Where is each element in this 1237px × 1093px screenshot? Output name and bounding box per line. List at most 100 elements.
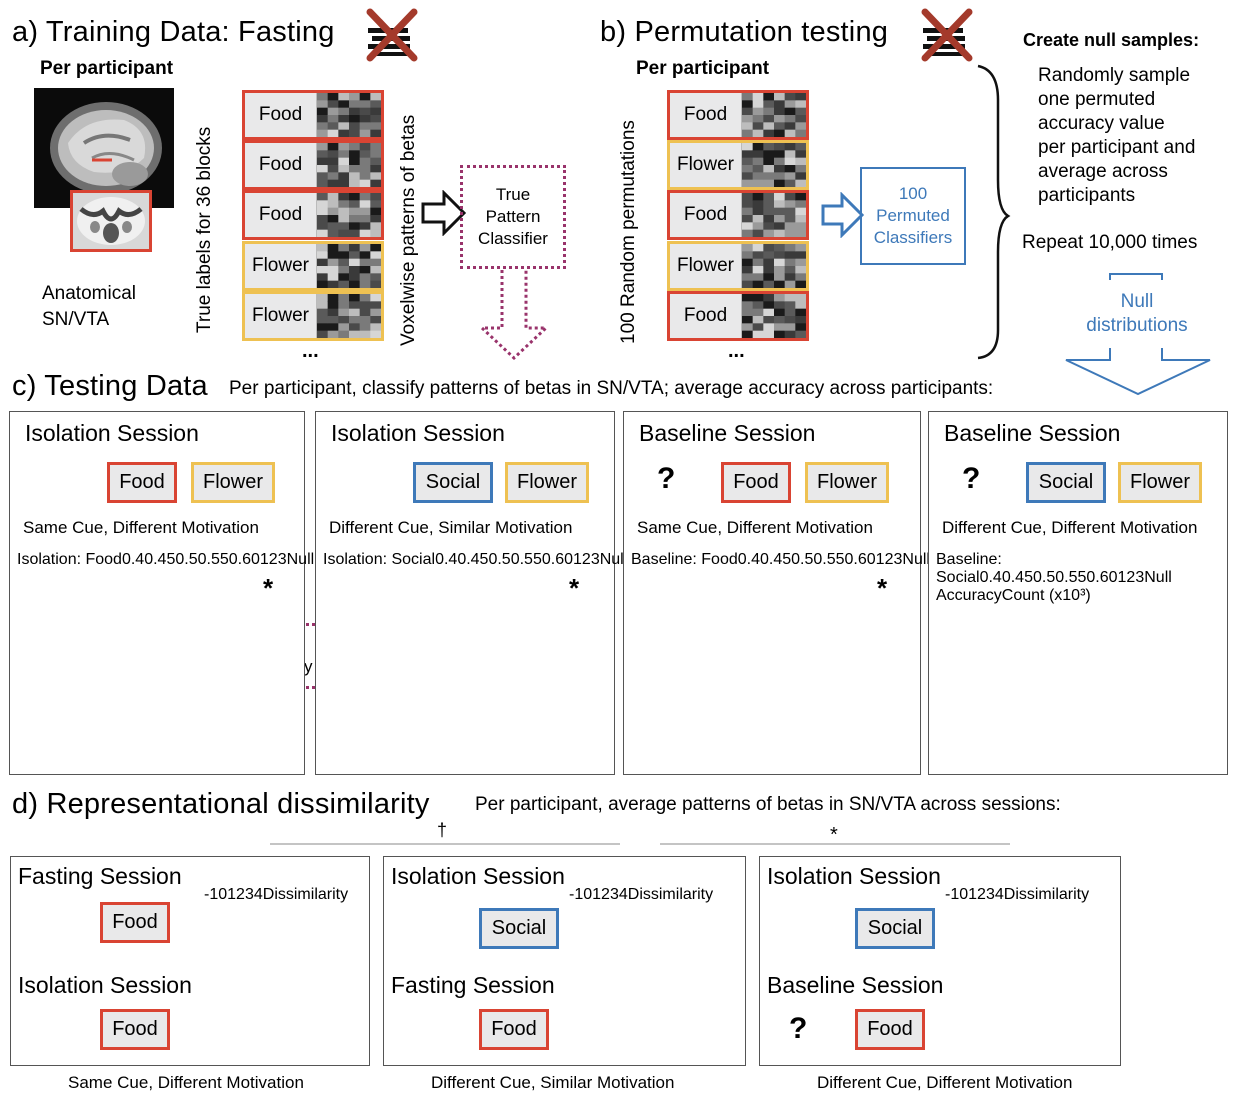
row-label: Food <box>670 293 742 338</box>
no-food-icon <box>366 8 418 62</box>
ellipsis: ... <box>728 340 745 362</box>
true-accuracy-line: 0.40.450.50.550.60123Null AccuracyCount … <box>936 569 1172 604</box>
histogram-bar: 0.40.450.50.550.60123Null AccuracyCount … <box>936 569 1172 604</box>
dissimilarity-violin-plot: -101234Dissimilarity <box>569 886 713 904</box>
y-tick-label: 1 <box>968 886 978 903</box>
y-tick-label: -1 <box>569 886 584 903</box>
dissimilarity-violin-plot: -101234Dissimilarity <box>204 886 348 904</box>
beta-pattern-image <box>742 293 807 339</box>
y-tick-label: 1 <box>573 551 582 568</box>
row-label: Flower <box>245 293 317 338</box>
histogram-bar: 0.40.450.50.550.60123Null AccuracyCount … <box>936 569 1172 604</box>
histogram-bar: 0.40.450.50.550.60123Null AccuracyCount … <box>936 569 1172 604</box>
histogram-bar: 0.40.450.50.550.60123Null AccuracyCount … <box>936 569 1172 604</box>
histogram-title: Isolation: Food <box>17 551 122 568</box>
y-tick-label: 1 <box>875 551 885 568</box>
y-tick-label: 2 <box>884 551 894 568</box>
histogram-bar: 0.40.450.50.550.60123Null AccuracyCount … <box>936 569 1172 604</box>
y-tick-label: 2 <box>236 886 245 903</box>
histogram-bar: 0.40.450.50.550.60123Null AccuracyCount … <box>936 569 1172 604</box>
y-tick-label: 0 <box>250 551 260 568</box>
dissimilarity-panel <box>10 856 370 1066</box>
histogram-bar: 0.40.450.50.550.60123Null AccuracyCount … <box>936 569 1172 604</box>
null-samples-description: Randomly sample one permuted accuracy valu… <box>1038 64 1195 208</box>
y-tick-label: 4 <box>618 886 628 903</box>
panel-a-title: a) Training Data: Fasting <box>12 16 335 48</box>
null-distribution-arrow-icon <box>1065 273 1211 396</box>
question-mark-icon: ? <box>962 462 981 495</box>
row-label: Flower <box>670 243 742 288</box>
session-title: Baseline Session <box>944 420 1121 446</box>
x-tick-label: 0.6 <box>228 551 251 568</box>
session-title: Isolation Session <box>331 420 505 446</box>
significance-brackets <box>270 843 1010 845</box>
x-tick-label: 0.4 <box>979 569 1002 586</box>
x-tick-label: 0.55 <box>813 551 845 568</box>
histogram-bar: 0.40.450.50.550.60123Null AccuracyCount … <box>936 569 1172 604</box>
histogram-bar: 0.40.450.50.550.60123Null AccuracyCount … <box>936 569 1172 604</box>
session-title: Isolation Session <box>767 863 941 889</box>
beta-pattern-row: Food <box>667 190 809 241</box>
beta-pattern-row: Flower <box>242 290 384 341</box>
x-tick-label: 0.45 <box>457 551 489 568</box>
per-participant-label: Per participant <box>40 58 174 79</box>
permutations-axis-label: 100 Random permutations <box>618 120 639 344</box>
x-tick-label: 0.6 <box>844 551 867 568</box>
y-tick-label: 1 <box>592 886 602 903</box>
true-labels-axis-label: True labels for 36 blocks <box>194 126 215 333</box>
row-label: Food <box>670 93 742 137</box>
histogram-bar: 0.40.450.50.550.60123Null AccuracyCount … <box>936 569 1172 604</box>
null-samples-line: participants <box>1038 185 1136 206</box>
true-pattern-classifier-box: True Pattern Classifier <box>460 165 566 269</box>
session-title: Baseline Session <box>767 972 944 998</box>
beta-pattern-image <box>317 93 382 138</box>
y-tick-label: 3 <box>277 551 287 568</box>
stimulus-chip: Flower <box>191 462 275 503</box>
beta-pattern-image <box>742 93 807 138</box>
beta-pattern-image <box>742 143 807 188</box>
null-distribution-histogram: Baseline: Social0.40.450.50.550.60123Nul… <box>936 551 1237 605</box>
session-title: Isolation Session <box>25 420 199 446</box>
histogram-bar: 0.40.450.50.550.60123Null AccuracyCount … <box>936 569 1172 604</box>
session-title: Isolation Session <box>391 863 565 889</box>
x-tick-label: 0.6 <box>541 551 565 568</box>
stimulus-chip: Food <box>721 462 791 503</box>
histogram-bar: 0.40.450.50.550.60123Null AccuracyCount … <box>936 569 1172 604</box>
beta-pattern-row: Flower <box>667 140 809 191</box>
panel-caption: Different Cue, Similar Motivation <box>431 1073 675 1092</box>
significance-star: * <box>569 573 580 603</box>
beta-pattern-image <box>317 143 382 188</box>
panel-caption: Same Cue, Different Motivation <box>637 518 873 537</box>
sn-vta-zoom-image <box>70 190 152 252</box>
no-food-icon <box>921 8 973 62</box>
x-tick-label: 0.55 <box>1055 569 1087 586</box>
histogram-bar: 0.40.450.50.550.60123Null AccuracyCount … <box>936 569 1172 604</box>
y-tick-label: 3 <box>893 551 903 568</box>
histogram-bar: 0.40.450.50.550.60123Null AccuracyCount … <box>936 569 1172 604</box>
null-samples-line: Randomly sample <box>1038 65 1191 86</box>
row-label: Food <box>670 193 742 238</box>
session-title: Fasting Session <box>18 863 182 889</box>
row-label: Flower <box>245 243 317 288</box>
histogram-bar: 0.40.450.50.550.60123Null AccuracyCount … <box>936 569 1172 604</box>
y-tick-label: 3 <box>609 886 619 903</box>
y-axis-label: Count (x10³) <box>1001 587 1091 604</box>
histogram-bar: 0.40.450.50.550.60123Null AccuracyCount … <box>936 569 1172 604</box>
stimulus-chip: Food <box>107 462 177 503</box>
histogram-bar: 0.40.450.50.550.60123Null AccuracyCount … <box>936 569 1172 604</box>
x-tick-label: 0.45 <box>144 551 176 568</box>
y-axis-label: Dissimilarity <box>627 886 714 903</box>
stimulus-chip: Food <box>100 902 170 943</box>
beta-pattern-image <box>317 193 382 238</box>
y-tick-label: 0 <box>1108 569 1118 586</box>
y-tick-label: 0 <box>866 551 876 568</box>
y-tick-label: -1 <box>945 886 960 903</box>
significance-star: * <box>877 573 888 603</box>
histogram-bar: 0.40.450.50.550.60123Null AccuracyCount … <box>936 569 1172 604</box>
y-tick-label: 3 <box>244 886 254 903</box>
question-mark-icon: ? <box>657 462 676 495</box>
row-label: Food <box>245 93 317 137</box>
y-tick-label: 0 <box>564 551 573 568</box>
y-tick-label: 4 <box>994 886 1004 903</box>
panel-b-title: b) Permutation testing <box>600 16 889 48</box>
